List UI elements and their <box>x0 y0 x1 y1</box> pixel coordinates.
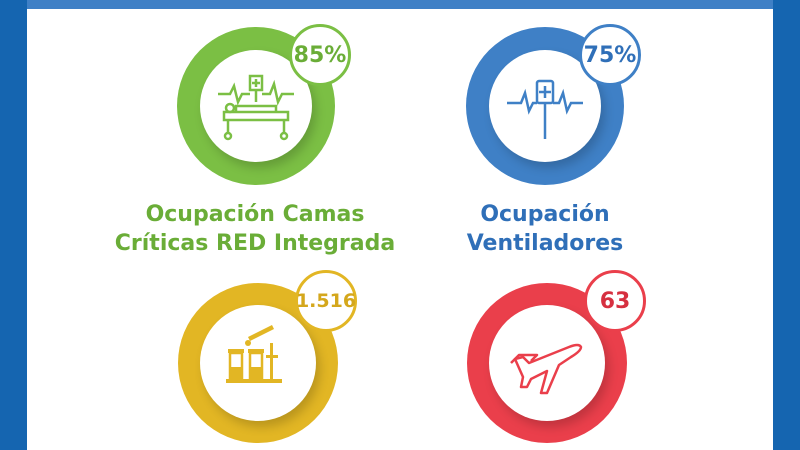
header-band <box>27 0 773 9</box>
value-badge: 75% <box>579 24 641 86</box>
ring-center <box>489 305 605 421</box>
infographic-panel <box>27 0 773 450</box>
ventilator-icon <box>507 79 583 139</box>
label-line: Críticas RED Integrada <box>114 231 396 256</box>
card-label: Ocupación Ventiladores <box>395 200 695 258</box>
value-badge: 85% <box>289 24 351 86</box>
value-badge: 63 <box>584 270 646 332</box>
airplane-icon <box>510 343 583 395</box>
test-tubes-icon <box>226 325 282 383</box>
label-line: Ocupación <box>480 202 610 227</box>
value-badge: 1.516 <box>295 270 357 332</box>
label-line: Ventiladores <box>466 231 624 256</box>
label-line: Ocupación Camas <box>145 202 365 227</box>
hospital-bed-icon <box>218 74 294 141</box>
card-label: Ocupación Camas Críticas RED Integrada <box>105 200 405 258</box>
ring-center <box>200 305 316 421</box>
